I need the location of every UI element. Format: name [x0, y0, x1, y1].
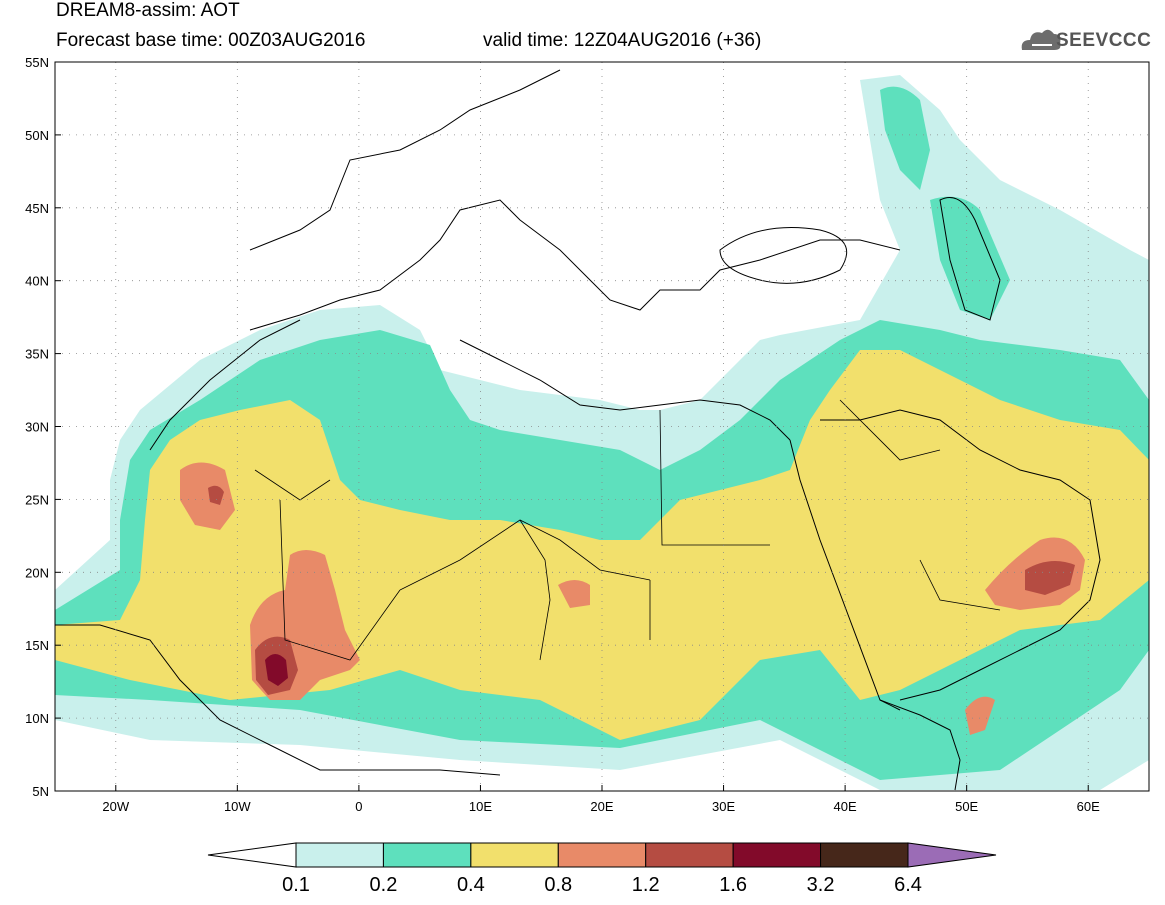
- colorbar-segment: [296, 843, 383, 867]
- colorbar-segment: [821, 843, 908, 867]
- latitude-label: 55N: [25, 55, 49, 70]
- longitude-label: 60E: [1077, 799, 1100, 814]
- latitude-label: 35N: [25, 347, 49, 362]
- colorbar-label: 0.8: [544, 874, 572, 896]
- longitude-label: 20W: [102, 799, 129, 814]
- latitude-label: 10N: [25, 711, 49, 726]
- colorbar-label: 1.6: [719, 874, 747, 896]
- latitude-label: 25N: [25, 492, 49, 507]
- latitude-label: 5N: [32, 784, 49, 799]
- colorbar-label: 0.4: [457, 874, 485, 896]
- latitude-label: 20N: [25, 565, 49, 580]
- colorbar-segment: [383, 843, 470, 867]
- colorbar-label: 1.2: [632, 874, 660, 896]
- latitude-label: 45N: [25, 201, 49, 216]
- colorbar-label: 6.4: [894, 874, 922, 896]
- colorbar-segment: [471, 843, 558, 867]
- colorbar-label: 3.2: [807, 874, 835, 896]
- longitude-label: 20E: [590, 799, 613, 814]
- colorbar-segment: [646, 843, 733, 867]
- latitude-label: 40N: [25, 274, 49, 289]
- longitude-label: 10E: [469, 799, 492, 814]
- colorbar-segment: [558, 843, 645, 867]
- colorbar-segment: [733, 843, 820, 867]
- colorbar-over-triangle: [908, 843, 996, 867]
- latitude-label: 15N: [25, 638, 49, 653]
- longitude-label: 40E: [834, 799, 857, 814]
- colorbar: 0.1 0.2 0.4 0.8 1.2 1.6 3.2 6.4: [208, 843, 996, 896]
- longitude-label: 30E: [712, 799, 735, 814]
- aot-map: 55N 50N 45N 40N 35N 30N 25N 20N 15N 10N 5N 20W 10W 0…: [0, 0, 1165, 905]
- colorbar-label: 0.2: [370, 874, 398, 896]
- longitude-label: 10W: [224, 799, 251, 814]
- longitude-label: 0: [355, 799, 362, 814]
- latitude-label: 30N: [25, 420, 49, 435]
- colorbar-label: 0.1: [282, 874, 310, 896]
- colorbar-under-triangle: [208, 843, 296, 867]
- latitude-label: 50N: [25, 128, 49, 143]
- longitude-label: 50E: [955, 799, 978, 814]
